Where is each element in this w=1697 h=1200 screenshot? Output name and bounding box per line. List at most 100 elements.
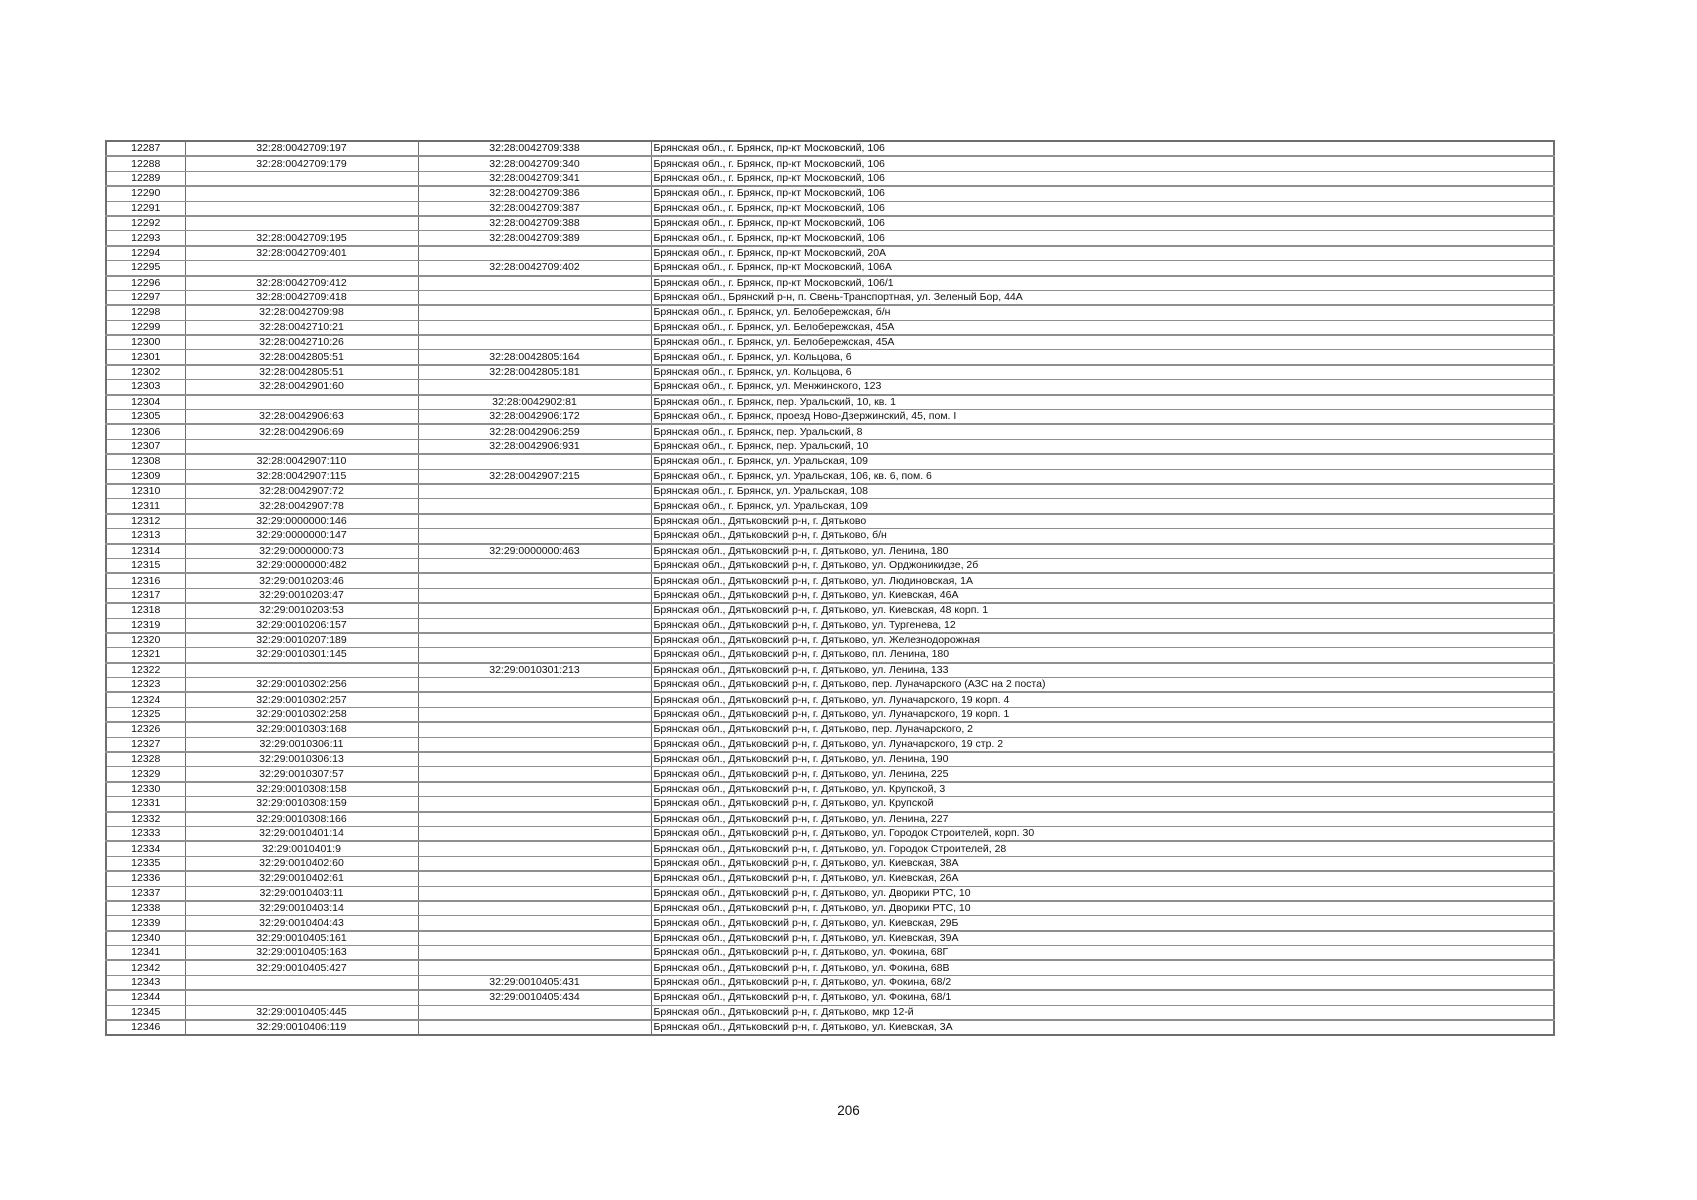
cadastral-number-2-cell: 32:28:0042906:259 (417, 423, 652, 440)
cadastral-number-2-cell (417, 289, 652, 306)
row-number-cell: 12289 (105, 170, 186, 187)
table-row: 12312 32:29:0000000:146 Брянская обл., Дят… (105, 512, 1555, 530)
row-number-cell: 12331 (105, 796, 186, 813)
table-row: 12311 32:28:0042907:78 Брянская обл., г. Б… (105, 498, 1555, 515)
table-row: 12299 32:28:0042710:21 Брянская обл., г. Б… (105, 319, 1555, 336)
address-cell: Брянская обл., Дятьковский р-н, г. Дятьк… (650, 557, 1555, 574)
cadastral-number-2-cell: 32:29:0010405:431 (417, 974, 652, 991)
address-cell: Брянская обл., Дятьковский р-н, г. Дятьк… (650, 780, 1555, 798)
cadastral-number-2-cell: 32:28:0042906:172 (417, 409, 652, 425)
row-number-cell: 12295 (105, 260, 186, 277)
cadastral-number-2-cell (417, 945, 652, 961)
address-cell: Брянская обл., г. Брянск, пр-кт Московск… (650, 244, 1555, 262)
address-cell: Брянская обл., г. Брянск, пр-кт Московск… (650, 170, 1555, 187)
address-cell: Брянская обл., г. Брянск, проезд Ново-Дз… (650, 409, 1555, 425)
cadastral-number-1-cell (184, 170, 419, 187)
cadastral-number-1-cell: 32:29:0010301:145 (184, 647, 419, 664)
row-number-cell: 12290 (105, 185, 186, 202)
table-row: 12341 32:29:0010405:163 Брянская обл., Дят… (105, 945, 1555, 961)
cadastral-table-body: 12287 32:28:0042709:197 32:28:0042709:338 Б… (105, 140, 1555, 1036)
table-row: 12325 32:29:0010302:258 Брянская обл., Дят… (105, 706, 1555, 723)
address-cell: Брянская обл., г. Брянск, ул. Уральская,… (650, 482, 1555, 500)
table-row: 12296 32:28:0042709:412 Брянская обл., г. … (105, 274, 1555, 291)
cadastral-number-1-cell (184, 661, 419, 679)
cadastral-number-2-cell (417, 1019, 652, 1036)
cadastral-number-1-cell: 32:28:0042709:197 (184, 140, 419, 157)
row-number-cell: 12302 (105, 363, 186, 381)
table-row: 12327 32:29:0010306:11 Брянская обл., Дять… (105, 736, 1555, 753)
page-number: 206 (837, 1103, 860, 1118)
cadastral-number-1-cell: 32:29:0000000:146 (184, 512, 419, 530)
cadastral-number-2-cell (417, 840, 652, 857)
table-row: 12293 32:28:0042709:195 32:28:0042709:389 Б… (105, 230, 1555, 247)
table-row: 12288 32:28:0042709:179 32:28:0042709:340 Б… (105, 155, 1555, 172)
cadastral-number-2-cell (417, 631, 652, 649)
row-number-cell: 12318 (105, 602, 186, 619)
table-row: 12308 32:28:0042907:110 Брянская обл., г. … (105, 453, 1555, 470)
cadastral-number-1-cell: 32:28:0042907:110 (184, 453, 419, 470)
cadastral-number-1-cell: 32:29:0010203:53 (184, 602, 419, 619)
cadastral-number-2-cell (417, 677, 652, 693)
cadastral-number-2-cell (417, 959, 652, 976)
cadastral-number-1-cell: 32:29:0010402:60 (184, 855, 419, 872)
cadastral-number-1-cell: 32:29:0010308:166 (184, 810, 419, 827)
cadastral-number-1-cell: 32:29:0010401:14 (184, 825, 419, 842)
cadastral-number-2-cell (417, 855, 652, 872)
cadastral-number-1-cell: 32:29:0010404:43 (184, 915, 419, 932)
row-number-cell: 12328 (105, 751, 186, 768)
row-number-cell: 12322 (105, 661, 186, 679)
cadastral-number-2-cell (417, 1004, 652, 1021)
address-cell: Брянская обл., Дятьковский р-н, г. Дятьк… (650, 959, 1555, 976)
table-row: 12333 32:29:0010401:14 Брянская обл., Дять… (105, 825, 1555, 842)
cadastral-number-1-cell (184, 974, 419, 991)
address-cell: Брянская обл., Дятьковский р-н, г. Дятьк… (650, 825, 1555, 842)
cadastral-number-2-cell: 32:28:0042709:402 (417, 260, 652, 277)
address-cell: Брянская обл., Дятьковский р-н, г. Дятьк… (650, 617, 1555, 634)
cadastral-number-2-cell (417, 304, 652, 321)
row-number-cell: 12324 (105, 691, 186, 708)
row-number-cell: 12323 (105, 677, 186, 693)
table-row: 12309 32:28:0042907:115 32:28:0042907:215 Б… (105, 468, 1555, 485)
row-number-cell: 12326 (105, 721, 186, 738)
row-number-cell: 12308 (105, 453, 186, 470)
cadastral-number-1-cell: 32:29:0010307:57 (184, 766, 419, 783)
address-cell: Брянская обл., г. Брянск, ул. Уральская,… (650, 453, 1555, 470)
cadastral-number-1-cell (184, 438, 419, 455)
table-row: 12344 32:29:0010405:434 Брянская обл., Дят… (105, 989, 1555, 1006)
cadastral-number-1-cell: 32:29:0010405:163 (184, 945, 419, 961)
address-cell: Брянская обл., Дятьковский р-н, г. Дятьк… (650, 840, 1555, 857)
cadastral-number-2-cell (417, 334, 652, 351)
table-row: 12302 32:28:0042805:51 32:28:0042805:181 Бр… (105, 363, 1555, 381)
address-cell: Брянская обл., г. Брянск, пер. Уральский… (650, 423, 1555, 440)
cadastral-number-1-cell: 32:28:0042709:179 (184, 155, 419, 172)
cadastral-number-1-cell: 32:28:0042906:63 (184, 409, 419, 425)
row-number-cell: 12297 (105, 289, 186, 306)
row-number-cell: 12338 (105, 899, 186, 917)
cadastral-number-1-cell: 32:28:0042907:72 (184, 482, 419, 500)
cadastral-number-2-cell (417, 453, 652, 470)
row-number-cell: 12300 (105, 334, 186, 351)
table-row: 12338 32:29:0010403:14 Брянская обл., Дять… (105, 899, 1555, 917)
address-cell: Брянская обл., Дятьковский р-н, г. Дятьк… (650, 602, 1555, 619)
table-row: 12307 32:28:0042906:931 Брянская обл., г. … (105, 438, 1555, 455)
address-cell: Брянская обл., г. Брянск, ул. Уральская,… (650, 498, 1555, 515)
cadastral-number-1-cell: 32:29:0010402:61 (184, 870, 419, 887)
row-number-cell: 12299 (105, 319, 186, 336)
table-row: 12332 32:29:0010308:166 Брянская обл., Дят… (105, 810, 1555, 827)
address-cell: Брянская обл., г. Брянск, пер. Уральский… (650, 438, 1555, 455)
cadastral-number-1-cell: 32:28:0042906:69 (184, 423, 419, 440)
address-cell: Брянская обл., Дятьковский р-н, г. Дятьк… (650, 885, 1555, 902)
address-cell: Брянская обл., Дятьковский р-н, г. Дятьк… (650, 796, 1555, 813)
cadastral-number-2-cell (417, 528, 652, 545)
row-number-cell: 12343 (105, 974, 186, 991)
table-row: 12314 32:29:0000000:73 32:29:0000000:463 Бр… (105, 542, 1555, 559)
cadastral-number-1-cell: 32:29:0000000:73 (184, 542, 419, 559)
cadastral-number-1-cell: 32:28:0042901:60 (184, 379, 419, 396)
table-row: 12318 32:29:0010203:53 Брянская обл., Дять… (105, 602, 1555, 619)
table-row: 12315 32:29:0000000:482 Брянская обл., Дят… (105, 557, 1555, 574)
cadastral-number-1-cell: 32:29:0010302:256 (184, 677, 419, 693)
cadastral-number-2-cell: 32:28:0042805:164 (417, 349, 652, 366)
address-cell: Брянская обл., Дятьковский р-н, г. Дятьк… (650, 528, 1555, 545)
cadastral-number-2-cell (417, 512, 652, 530)
address-cell: Брянская обл., Дятьковский р-н, г. Дятьк… (650, 572, 1555, 589)
